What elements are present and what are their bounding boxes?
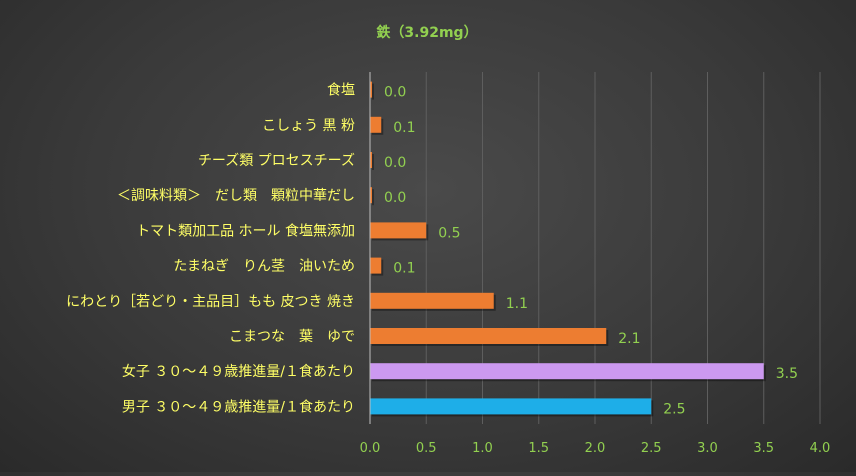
x-tick-label: 3.5 bbox=[753, 441, 774, 456]
x-tick-label: 3.0 bbox=[697, 441, 718, 456]
bar bbox=[370, 152, 372, 168]
category-label: 男子 ３０～４９歳推進量/１食あたり bbox=[122, 398, 355, 415]
bar bbox=[370, 222, 427, 239]
category-label: チーズ類 プロセスチーズ bbox=[198, 153, 355, 169]
category-label: 食塩 bbox=[327, 82, 355, 99]
category-label: トマト類加工品 ホール 食塩無添加 bbox=[136, 222, 355, 239]
x-tick-label: 2.5 bbox=[641, 441, 662, 456]
category-label: こしょう 黒 粉 bbox=[262, 118, 355, 134]
category-label: こまつな 葉 ゆで bbox=[229, 329, 355, 345]
x-tick-label: 1.5 bbox=[528, 441, 549, 456]
bars bbox=[370, 81, 766, 417]
x-tick-label: 1.0 bbox=[472, 441, 493, 456]
bar bbox=[370, 116, 382, 133]
value-label: 0.0 bbox=[384, 85, 406, 101]
category-label: にわとり［若どり・主品目］もも 皮つき 焼き bbox=[66, 294, 355, 310]
bar-shadow bbox=[372, 83, 374, 100]
value-label: 2.1 bbox=[618, 331, 640, 347]
bar-shadow bbox=[372, 154, 374, 170]
bar bbox=[370, 328, 607, 344]
category-label: 女子 ３０～４９歳推進量/１食あたり bbox=[122, 363, 355, 380]
x-tick-label: 0.5 bbox=[416, 441, 437, 456]
labels: 0.0 0.5 1.0 1.5 2.0 2.5 3.0 3.5 4.0 食塩 0.0 こしょう 黒 粉… bbox=[66, 82, 830, 456]
value-label: 0.0 bbox=[384, 190, 406, 206]
value-label: 1.1 bbox=[506, 296, 528, 312]
value-label: 3.5 bbox=[776, 366, 798, 382]
value-label: 2.5 bbox=[663, 401, 685, 417]
bar bbox=[370, 81, 372, 98]
bar bbox=[370, 187, 372, 204]
chart-title: 鉄（3.92mg） bbox=[376, 24, 477, 41]
gridlines bbox=[425, 72, 821, 424]
x-tick-label: 2.0 bbox=[585, 441, 606, 456]
value-label: 0.5 bbox=[438, 225, 460, 241]
bar-shadow bbox=[372, 189, 374, 206]
bar bbox=[370, 257, 382, 274]
x-tick-label: 0.0 bbox=[360, 441, 381, 456]
value-label: 0.0 bbox=[384, 155, 406, 171]
value-label: 0.1 bbox=[393, 120, 415, 136]
category-label: ＜調味料類＞ だし類 顆粒中華だし bbox=[117, 188, 355, 204]
bar bbox=[370, 292, 494, 309]
value-label: 0.1 bbox=[393, 261, 415, 277]
x-tick-label: 4.0 bbox=[810, 441, 831, 456]
category-label: たまねぎ りん茎 油いため bbox=[173, 259, 355, 275]
bar bbox=[370, 398, 652, 415]
bar bbox=[370, 363, 764, 380]
